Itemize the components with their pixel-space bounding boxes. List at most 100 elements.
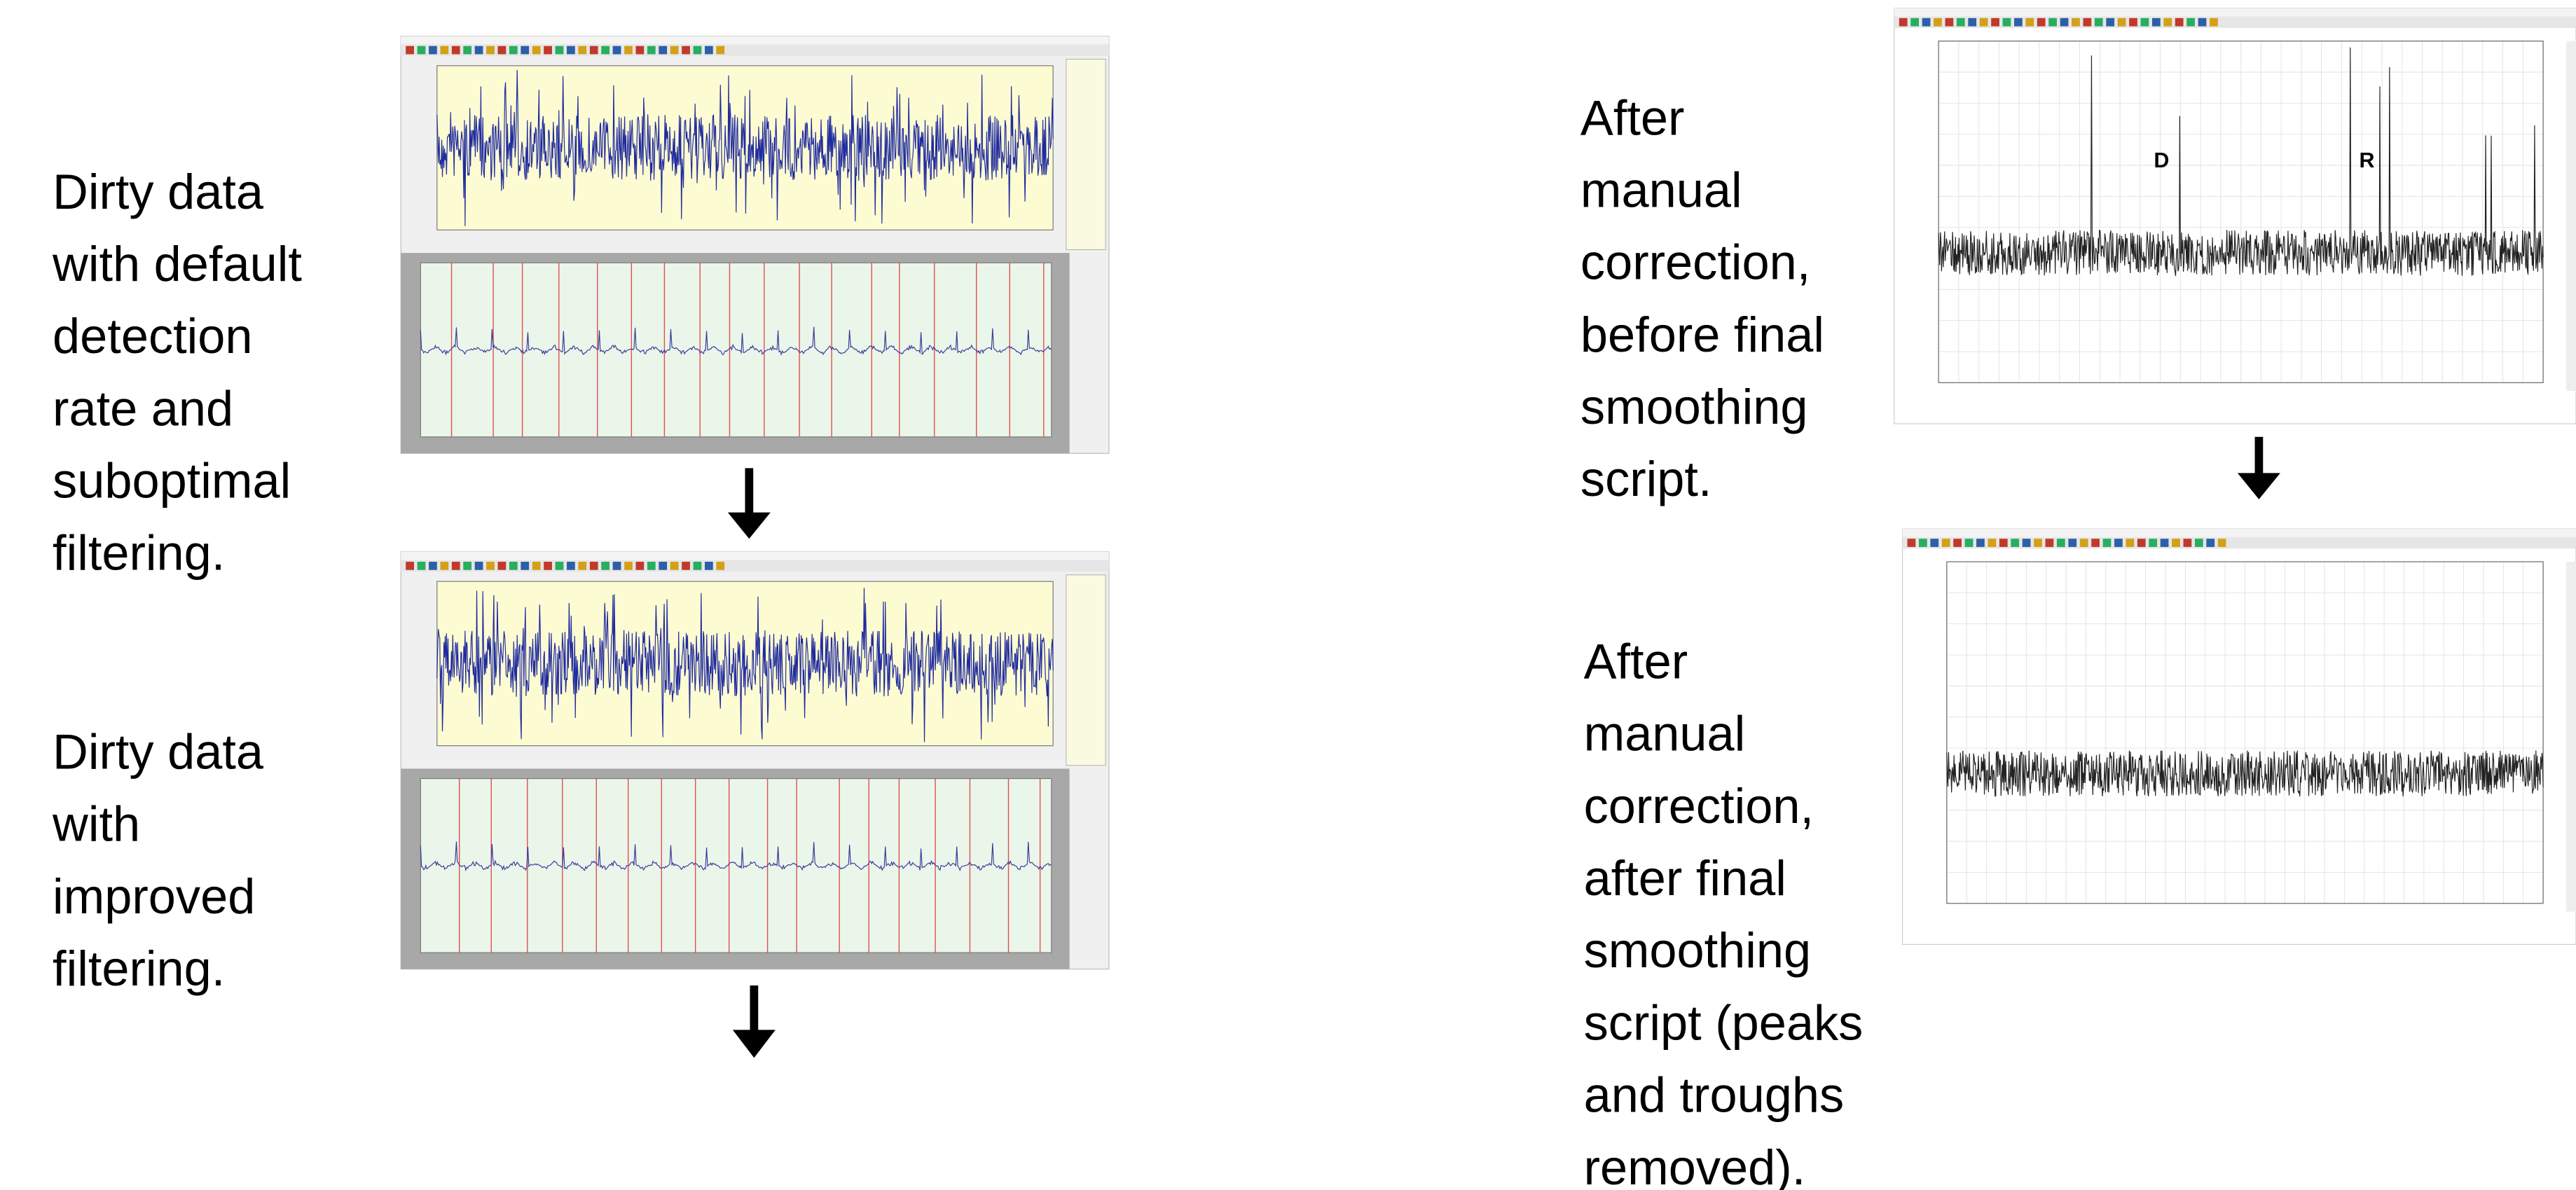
caption-line: smoothing — [1584, 922, 1812, 978]
marker-label: R — [2359, 148, 2374, 172]
toolbar-icon — [670, 562, 679, 570]
toolbar-icon — [429, 46, 437, 55]
toolbar-icon — [2022, 539, 2031, 547]
toolbar-icon — [509, 46, 518, 55]
toolbar-icon — [693, 562, 702, 570]
toolbar-icon — [2140, 18, 2149, 27]
caption-line: with default — [52, 236, 302, 291]
toolbar — [401, 560, 1109, 572]
toolbar-icon — [682, 46, 690, 55]
toolbar-icon — [2102, 539, 2112, 547]
toolbar-icon — [624, 562, 633, 570]
toolbar-icon — [440, 562, 449, 570]
caption-line: Dirty data — [53, 724, 264, 779]
toolbar-icon — [2072, 18, 2080, 27]
caption-line: smoothing — [1580, 379, 1808, 434]
toolbar-icon — [705, 562, 713, 570]
toolbar-icon — [682, 562, 690, 570]
toolbar-icon — [2002, 18, 2011, 27]
toolbar-icon — [2014, 18, 2023, 27]
toolbar-icon — [532, 562, 541, 570]
side-panel — [2565, 562, 2576, 912]
rr-trace — [1938, 47, 2544, 277]
caption-line: After — [1584, 634, 1688, 689]
menu-bar — [1894, 8, 2576, 17]
toolbar-icon — [2163, 18, 2172, 27]
toolbar-icon — [429, 562, 437, 570]
toolbar-icon — [647, 562, 656, 570]
toolbar-icon — [716, 46, 725, 55]
toolbar-icon — [544, 562, 552, 570]
toolbar-icon — [521, 562, 530, 570]
captions: Dirty data with default detection rate and s… — [52, 90, 1863, 1190]
caption-line: After — [1580, 90, 1685, 145]
toolbar-icon — [2217, 539, 2226, 547]
toolbar-icon — [1956, 18, 1965, 27]
toolbar-icon — [1918, 539, 1927, 547]
screenshot — [1894, 8, 2576, 424]
toolbar-icon — [474, 46, 483, 55]
toolbar-icon — [705, 46, 713, 55]
toolbar-icon — [1941, 539, 1950, 547]
toolbar-icon — [2045, 539, 2054, 547]
toolbar-icon — [1945, 18, 1954, 27]
toolbar-icon — [2037, 18, 2046, 27]
marker-label: D — [2154, 148, 2169, 172]
toolbar-icon — [2206, 539, 2215, 547]
toolbar-icon — [1991, 18, 1999, 27]
caption-line: after final — [1584, 850, 1786, 906]
toolbar-icon — [1976, 539, 1985, 547]
toolbar-icon — [1999, 539, 2008, 547]
toolbar-icon — [2183, 539, 2192, 547]
toolbar-icon — [2186, 18, 2195, 27]
caption-line: script. — [1580, 451, 1712, 506]
toolbar-icon — [406, 562, 414, 570]
toolbar-icon — [1922, 18, 1931, 27]
toolbar-icon — [555, 46, 564, 55]
caption-line: before final — [1580, 307, 1824, 362]
screenshots — [400, 8, 2576, 970]
caption-line: manual — [1584, 706, 1746, 761]
caption-line: script (peaks — [1584, 995, 1864, 1050]
rr-trace — [436, 588, 1054, 742]
toolbar-icon — [1968, 18, 1977, 27]
toolbar-icon — [2106, 18, 2115, 27]
toolbar-icon — [2151, 18, 2161, 27]
toolbar-icon — [2056, 539, 2065, 547]
toolbar-icon — [1934, 18, 1942, 27]
toolbar-icon — [624, 46, 633, 55]
menu-bar — [1902, 529, 2576, 537]
toolbar-icon — [486, 46, 495, 55]
toolbar-icon — [612, 46, 621, 55]
caption-line: detection — [53, 308, 253, 364]
toolbar-icon — [716, 562, 725, 570]
arrows — [727, 436, 2280, 1058]
toolbar-icon — [2034, 539, 2042, 547]
toolbar-icon — [589, 46, 598, 55]
toolbar-icon — [578, 562, 587, 570]
caption-line: suboptimal — [53, 453, 291, 508]
caption-line: rate and — [53, 380, 233, 436]
toolbar-icon — [1930, 539, 1939, 547]
caption-line: filtering. — [53, 525, 225, 581]
toolbar-icon — [440, 46, 449, 55]
toolbar-icon — [451, 562, 460, 570]
toolbar-icon — [486, 562, 495, 570]
plot-area — [1946, 561, 2544, 904]
toolbar-icon — [497, 562, 507, 570]
toolbar-icon — [2117, 18, 2126, 27]
toolbar-icon — [659, 46, 668, 55]
side-panel — [2565, 41, 2576, 392]
toolbar-icon — [555, 562, 564, 570]
toolbar-icon — [589, 562, 598, 570]
toolbar-icon — [497, 46, 507, 55]
toolbar-icon — [2210, 18, 2218, 27]
menu-bar — [401, 551, 1109, 560]
toolbar-icon — [670, 46, 679, 55]
toolbar-icon — [2068, 539, 2077, 547]
caption-line: with — [52, 796, 140, 852]
toolbar-icon — [474, 562, 483, 570]
toolbar-icon — [647, 46, 656, 55]
caption-line: improved — [53, 869, 255, 924]
